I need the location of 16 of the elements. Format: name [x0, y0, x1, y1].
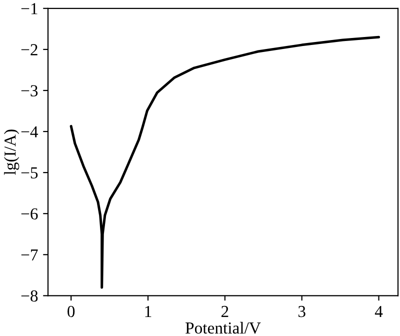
y-axis-title: lg(I/A): [4, 130, 20, 175]
y-tick-label: −4: [21, 126, 38, 138]
y-tick-label: −7: [21, 250, 38, 260]
y-tick-label: −2: [21, 44, 38, 56]
x-tick-label: 0: [68, 306, 75, 318]
y-tick-label: −3: [21, 85, 38, 96]
y-tick-label: −5: [21, 167, 38, 179]
x-tick-label: 3: [298, 306, 306, 318]
y-tick-label: −6: [21, 208, 38, 220]
x-axis-title: Potential/V: [186, 322, 261, 334]
y-tick-label: −8: [21, 290, 38, 302]
x-tick-label: 4: [374, 306, 383, 317]
x-tick-label: 1: [145, 306, 152, 317]
y-tick-label: −1: [21, 3, 38, 14]
x-tick-label: 2: [221, 306, 228, 317]
line-series: [70, 36, 380, 289]
